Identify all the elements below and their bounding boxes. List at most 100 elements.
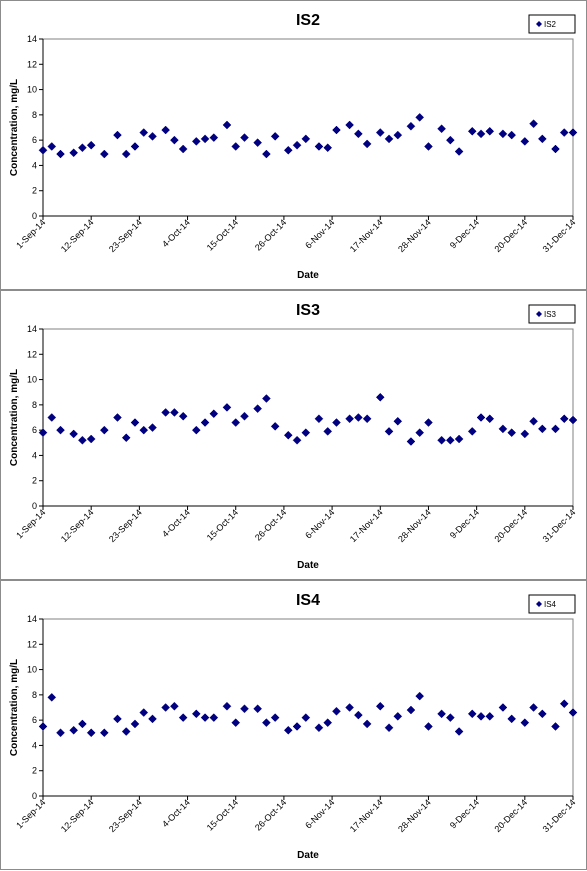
data-point bbox=[262, 149, 271, 159]
legend-marker bbox=[536, 21, 542, 27]
y-axis-label: Concentration, mg/L bbox=[9, 369, 20, 466]
data-point bbox=[415, 113, 425, 122]
data-point bbox=[498, 703, 508, 712]
data-point bbox=[424, 142, 433, 151]
x-tick-label: 12-Sep-14 bbox=[59, 507, 96, 544]
data-point bbox=[507, 130, 517, 140]
data-point bbox=[270, 421, 280, 431]
data-point bbox=[529, 703, 538, 712]
data-point bbox=[161, 408, 170, 417]
data-point bbox=[393, 711, 403, 721]
data-point bbox=[292, 722, 302, 731]
data-point bbox=[332, 125, 341, 135]
y-tick-label: 6 bbox=[32, 715, 37, 725]
data-point bbox=[270, 131, 280, 141]
y-tick-label: 8 bbox=[32, 110, 37, 120]
chart-is2: IS2 0 2 4 6 8 10 12 14 1-Sep-14 12-Sep-14 23-Sep-14… bbox=[9, 12, 578, 281]
data-point bbox=[375, 701, 385, 711]
data-point bbox=[375, 392, 385, 402]
x-tick-label: 15-Oct-14 bbox=[205, 797, 240, 832]
x-tick-label: 26-Oct-14 bbox=[253, 797, 288, 832]
data-point bbox=[113, 714, 122, 724]
data-point bbox=[170, 408, 179, 417]
data-point bbox=[283, 725, 293, 735]
data-point bbox=[191, 709, 201, 719]
data-point bbox=[323, 718, 333, 728]
y-tick-label: 0 bbox=[32, 501, 37, 511]
chart-title: IS4 bbox=[296, 592, 320, 609]
x-tick-label: 1-Sep-14 bbox=[14, 507, 47, 540]
data-point bbox=[99, 149, 109, 159]
data-point bbox=[498, 424, 508, 434]
data-point bbox=[454, 147, 464, 156]
data-point bbox=[99, 425, 109, 435]
data-point bbox=[78, 143, 87, 153]
data-point bbox=[476, 711, 486, 721]
data-point bbox=[446, 435, 455, 445]
data-point bbox=[551, 144, 560, 154]
legend-box bbox=[528, 304, 576, 324]
data-point bbox=[301, 713, 311, 722]
x-tick-label: 9-Dec-14 bbox=[448, 217, 481, 250]
data-point bbox=[537, 424, 547, 434]
data-point bbox=[568, 415, 578, 425]
data-point bbox=[47, 413, 57, 422]
data-point bbox=[406, 437, 416, 446]
x-tick-label: 4-Oct-14 bbox=[160, 797, 192, 829]
data-point bbox=[209, 713, 219, 722]
data-point bbox=[454, 434, 464, 444]
data-point bbox=[292, 435, 302, 445]
data-point bbox=[231, 718, 241, 728]
data-point bbox=[476, 129, 486, 139]
x-tick-label: 12-Sep-14 bbox=[59, 217, 96, 254]
y-axis-label: Concentration, mg/L bbox=[9, 659, 20, 756]
data-point bbox=[56, 149, 65, 159]
x-tick-label: 23-Sep-14 bbox=[107, 217, 144, 254]
data-point bbox=[69, 725, 79, 735]
data-point bbox=[354, 413, 363, 422]
chart-title: IS3 bbox=[296, 302, 320, 319]
x-tick-label: 23-Sep-14 bbox=[107, 797, 144, 834]
data-point bbox=[200, 713, 210, 722]
data-point bbox=[161, 125, 170, 135]
data-point bbox=[485, 414, 495, 424]
data-point bbox=[121, 149, 131, 159]
x-tick-label: 31-Dec-14 bbox=[541, 217, 578, 254]
y-tick-label: 4 bbox=[32, 450, 37, 460]
data-point bbox=[231, 418, 241, 427]
data-point bbox=[240, 411, 249, 421]
data-point bbox=[520, 137, 530, 146]
y-tick-label: 14 bbox=[27, 34, 37, 44]
data-point bbox=[161, 703, 170, 712]
data-point bbox=[393, 130, 403, 140]
x-tick-label: 28-Nov-14 bbox=[396, 217, 433, 254]
data-point bbox=[537, 709, 547, 719]
data-point bbox=[529, 416, 538, 426]
data-point bbox=[559, 414, 569, 424]
plot-area bbox=[42, 618, 574, 797]
data-point bbox=[130, 719, 140, 729]
y-tick-label: 10 bbox=[27, 375, 37, 385]
data-point bbox=[283, 430, 293, 440]
data-point bbox=[314, 142, 324, 151]
data-point bbox=[222, 120, 232, 130]
data-point bbox=[148, 131, 157, 141]
data-point bbox=[375, 128, 385, 137]
data-point bbox=[354, 129, 363, 139]
data-point bbox=[384, 427, 394, 436]
plot-area bbox=[42, 38, 574, 217]
x-tick-label: 20-Dec-14 bbox=[492, 797, 529, 834]
data-point bbox=[170, 135, 179, 145]
data-point bbox=[38, 428, 48, 438]
chart-panel-is4: IS4 0 2 4 6 8 10 12 14 1-Sep-14 12-Sep-14 23-Sep-14… bbox=[0, 580, 587, 870]
legend-box bbox=[528, 14, 576, 34]
legend-box bbox=[528, 594, 576, 614]
data-point bbox=[384, 134, 394, 144]
data-point bbox=[537, 134, 547, 144]
data-point bbox=[454, 727, 464, 736]
data-point bbox=[406, 705, 416, 715]
data-point bbox=[332, 706, 341, 716]
data-point bbox=[178, 144, 188, 154]
x-tick-label: 4-Oct-14 bbox=[160, 507, 192, 539]
data-point bbox=[498, 129, 508, 139]
